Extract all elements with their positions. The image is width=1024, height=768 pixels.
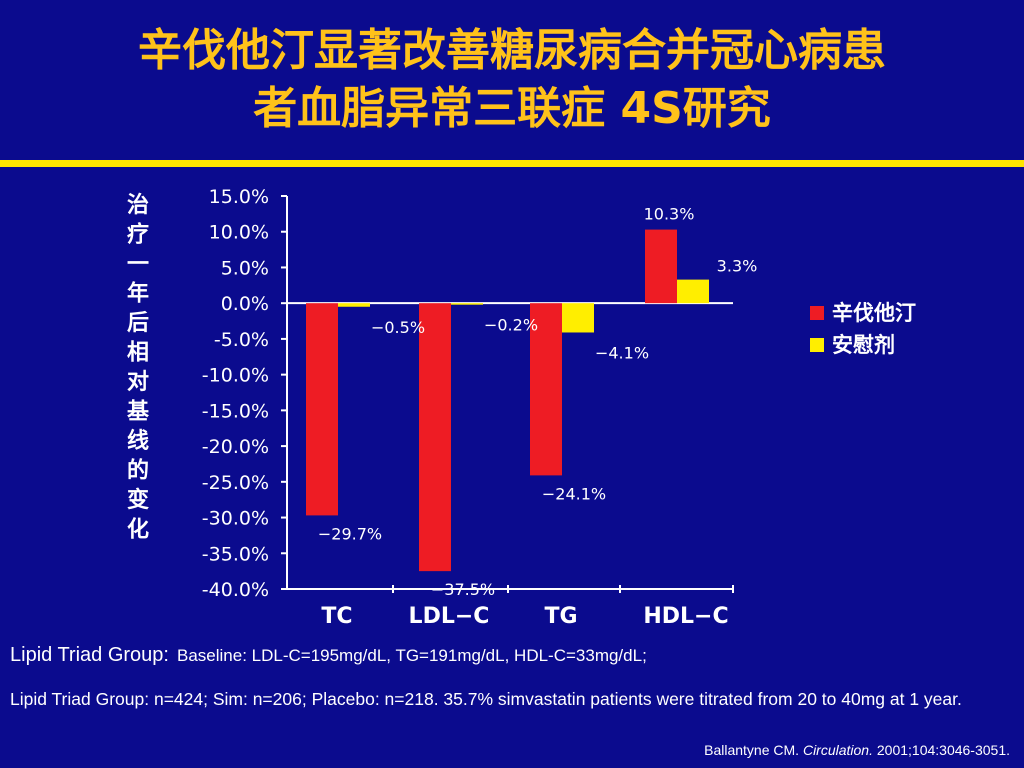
baseline-note: Lipid Triad Group: Baseline: LDL-C=195mg/… bbox=[10, 644, 647, 667]
citation-journal: Circulation. bbox=[802, 742, 873, 758]
y-tick-label: -30.0% bbox=[202, 508, 269, 530]
simvastatin-bar bbox=[419, 303, 451, 572]
simvastatin-bar bbox=[530, 303, 562, 476]
title-line-2: 者血脂异常三联症 4S研究 bbox=[253, 83, 771, 134]
data-label: −4.1% bbox=[595, 343, 649, 362]
title-line-1: 辛伐他汀显著改善糖尿病合并冠心病患 bbox=[138, 25, 886, 76]
data-label: −29.7% bbox=[318, 524, 382, 543]
group-note: Lipid Triad Group: n=424; Sim: n=206; Pl… bbox=[10, 689, 962, 709]
y-axis-label-char: 相 bbox=[127, 341, 149, 366]
y-tick-label: -20.0% bbox=[202, 436, 269, 458]
y-tick-label: -35.0% bbox=[202, 543, 269, 565]
data-label: −24.1% bbox=[542, 484, 606, 503]
placebo-bar bbox=[338, 303, 370, 307]
citation-author: Ballantyne CM. bbox=[704, 742, 800, 758]
legend-swatch bbox=[810, 338, 824, 352]
data-label: −37.5% bbox=[431, 580, 495, 599]
placebo-bar bbox=[677, 279, 709, 304]
y-axis-label-char: 治 bbox=[127, 192, 149, 218]
y-tick-label: 0.0% bbox=[221, 293, 269, 315]
citation: Ballantyne CM. Circulation. 2001;104:304… bbox=[704, 742, 1010, 758]
y-tick-label: -15.0% bbox=[202, 400, 269, 422]
simvastatin-bar bbox=[306, 303, 338, 516]
x-tick-label: TC bbox=[321, 604, 352, 629]
title-divider bbox=[0, 160, 1024, 167]
x-tick-label: LDL−C bbox=[409, 604, 490, 629]
y-axis-label-char: 化 bbox=[127, 517, 149, 543]
placebo-bar bbox=[451, 303, 483, 305]
data-label: −0.5% bbox=[371, 318, 425, 337]
bar-chart: 15.0% 10.0% 5.0% 0.0% -5.0% -10.0% -15.0% -20.0… bbox=[127, 186, 916, 629]
y-axis-label-char: 对 bbox=[127, 370, 149, 395]
y-tick-label: 10.0% bbox=[209, 222, 269, 244]
y-tick-label: -40.0% bbox=[202, 579, 269, 601]
data-label: 10.3% bbox=[644, 205, 695, 224]
baseline-note-text: Baseline: LDL-C=195mg/dL, TG=191mg/dL, H… bbox=[176, 646, 647, 665]
y-axis-label-char: 疗 bbox=[127, 222, 149, 248]
y-tick-label: 5.0% bbox=[221, 257, 269, 279]
y-tick-label: -25.0% bbox=[202, 472, 269, 494]
y-tick-label: -10.0% bbox=[202, 365, 269, 387]
y-tick-label: 15.0% bbox=[209, 186, 269, 208]
y-axis-label-char: 线 bbox=[127, 428, 149, 454]
x-tick-label: TG bbox=[544, 604, 577, 629]
legend-label: 辛伐他汀 bbox=[832, 301, 916, 325]
x-tick-label: HDL−C bbox=[643, 604, 728, 629]
legend-swatch bbox=[810, 306, 824, 320]
placebo-bar bbox=[562, 303, 594, 333]
simvastatin-bar bbox=[645, 229, 677, 304]
y-axis-label-char: 后 bbox=[127, 311, 149, 336]
y-axis-label-char: 的 bbox=[127, 458, 149, 484]
baseline-note-label: Lipid Triad Group: bbox=[10, 644, 169, 666]
y-axis-label-char: 变 bbox=[127, 487, 149, 513]
y-axis-label-char: 一 bbox=[127, 252, 149, 277]
slide-title: 辛伐他汀显著改善糖尿病合并冠心病患 者血脂异常三联症 4S研究 bbox=[0, 22, 1024, 138]
y-tick-label: -5.0% bbox=[214, 329, 269, 351]
y-axis-label-char: 基 bbox=[127, 400, 150, 425]
data-label: −0.2% bbox=[484, 316, 538, 335]
y-axis-label-char: 年 bbox=[127, 281, 149, 307]
citation-ref: 2001;104:3046-3051. bbox=[876, 742, 1010, 758]
legend-label: 安慰剂 bbox=[832, 333, 895, 357]
data-label: 3.3% bbox=[717, 257, 758, 276]
